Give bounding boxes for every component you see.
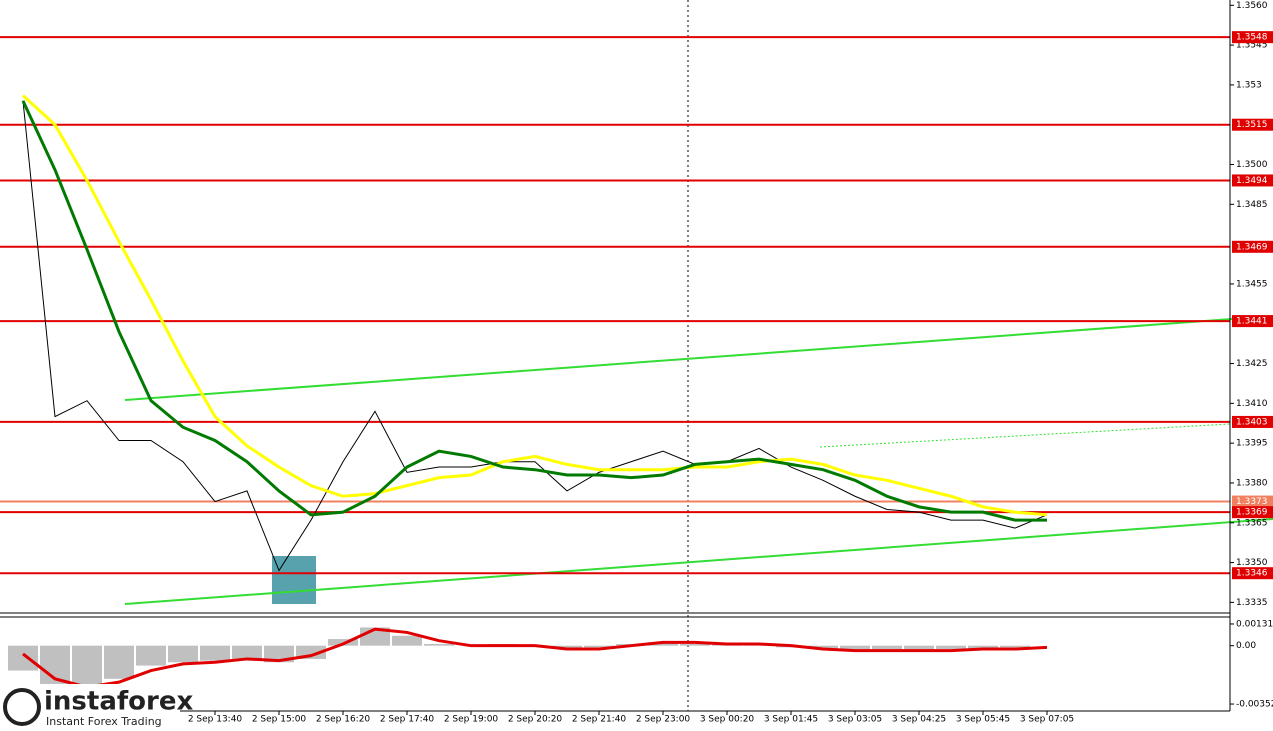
level-label: 1.3441 (1236, 317, 1268, 327)
level-label-bg (1232, 118, 1273, 131)
level-label-bg (1232, 506, 1273, 519)
y-tick-label: 0.00 (1236, 641, 1256, 651)
y-tick-label: 1.3560 (1236, 1, 1268, 11)
level-label-bg (1232, 240, 1273, 253)
histogram-bar (200, 645, 230, 661)
x-tick-label: 2 Sep 16:20 (316, 715, 371, 725)
histogram-bar (936, 645, 966, 649)
histogram-bar (872, 645, 902, 651)
level-label-bg (1232, 315, 1273, 328)
level-label: 1.3403 (1236, 417, 1268, 427)
histogram-bar (232, 645, 262, 659)
y-tick-label: 1.3500 (1236, 160, 1268, 170)
histogram-bar (968, 645, 998, 649)
level-label-bg (1232, 31, 1273, 44)
histogram-bar (680, 644, 710, 646)
histogram-bar (552, 645, 582, 649)
x-tick-label: 3 Sep 01:45 (764, 715, 818, 725)
histogram-bar (8, 645, 38, 671)
plot-bg (0, 0, 1230, 711)
y-tick-label: 1.3455 (1236, 279, 1268, 289)
level-label: 1.3494 (1236, 176, 1268, 186)
logo-name: instaforex (44, 687, 194, 717)
highlight-box (272, 556, 316, 604)
logo-tagline: Instant Forex Trading (46, 715, 162, 728)
trend-line (124, 315, 1273, 401)
x-tick-label: 2 Sep 20:20 (508, 715, 563, 725)
y-tick-label: 0.00131 (1236, 619, 1273, 629)
y-tick-label: 1.3380 (1236, 478, 1268, 488)
level-label-bg (1232, 495, 1273, 508)
trend-line (124, 518, 1273, 605)
x-tick-label: 3 Sep 07:05 (1020, 715, 1074, 725)
histogram-bar (104, 645, 134, 679)
x-tick-label: 2 Sep 21:40 (572, 715, 627, 725)
histogram-bar (1000, 645, 1030, 648)
histogram-bar (424, 644, 454, 646)
level-label-bg (1232, 415, 1273, 428)
x-tick-label: 3 Sep 04:25 (892, 715, 946, 725)
series-line (21, 94, 1048, 517)
level-label: 1.3548 (1236, 33, 1268, 43)
y-tick-label: 1.3395 (1236, 439, 1268, 449)
y-tick-label: -0.00352 (1236, 700, 1273, 710)
x-tick-label: 2 Sep 13:40 (188, 715, 243, 725)
level-label: 1.3469 (1236, 242, 1268, 252)
y-tick-label: 1.353 (1236, 80, 1262, 90)
y-tick-label: 1.3410 (1236, 399, 1268, 409)
level-label-bg (1232, 174, 1273, 187)
x-tick-label: 2 Sep 23:00 (636, 715, 691, 725)
histogram-bar (904, 645, 934, 651)
y-tick-label: 1.3365 (1236, 518, 1268, 528)
trend-line (819, 423, 1231, 448)
x-tick-label: 3 Sep 00:20 (700, 715, 755, 725)
level-label-bg (1232, 567, 1273, 580)
histogram-bar (584, 645, 614, 648)
histogram-bar (328, 639, 358, 646)
level-label: 1.3373 (1236, 497, 1268, 507)
y-tick-label: 1.3335 (1236, 598, 1268, 608)
histogram-bar (136, 645, 166, 666)
x-tick-label: 2 Sep 19:00 (444, 715, 499, 725)
x-tick-label: 2 Sep 15:00 (252, 715, 307, 725)
y-tick-label: 1.3545 (1236, 41, 1268, 51)
logo-icon (3, 688, 41, 726)
x-tick-label: 3 Sep 05:45 (956, 715, 1010, 725)
histogram-bar (392, 635, 422, 646)
level-label: 1.3346 (1236, 569, 1268, 579)
histogram-bar (840, 645, 870, 651)
level-label: 1.3515 (1236, 120, 1268, 130)
histogram-bar (168, 645, 198, 663)
series-line (22, 627, 1048, 689)
level-label: 1.3369 (1236, 508, 1268, 518)
histogram-bar (808, 645, 838, 649)
y-tick-label: 1.3425 (1236, 359, 1268, 369)
y-tick-label: 1.3350 (1236, 558, 1268, 568)
series-line (21, 100, 1047, 522)
x-tick-label: 3 Sep 03:05 (828, 715, 882, 725)
y-tick-label: 1.3485 (1236, 200, 1268, 210)
histogram-bar (648, 642, 678, 646)
x-tick-label: 2 Sep 17:40 (380, 715, 435, 725)
series-line (22, 100, 1048, 572)
